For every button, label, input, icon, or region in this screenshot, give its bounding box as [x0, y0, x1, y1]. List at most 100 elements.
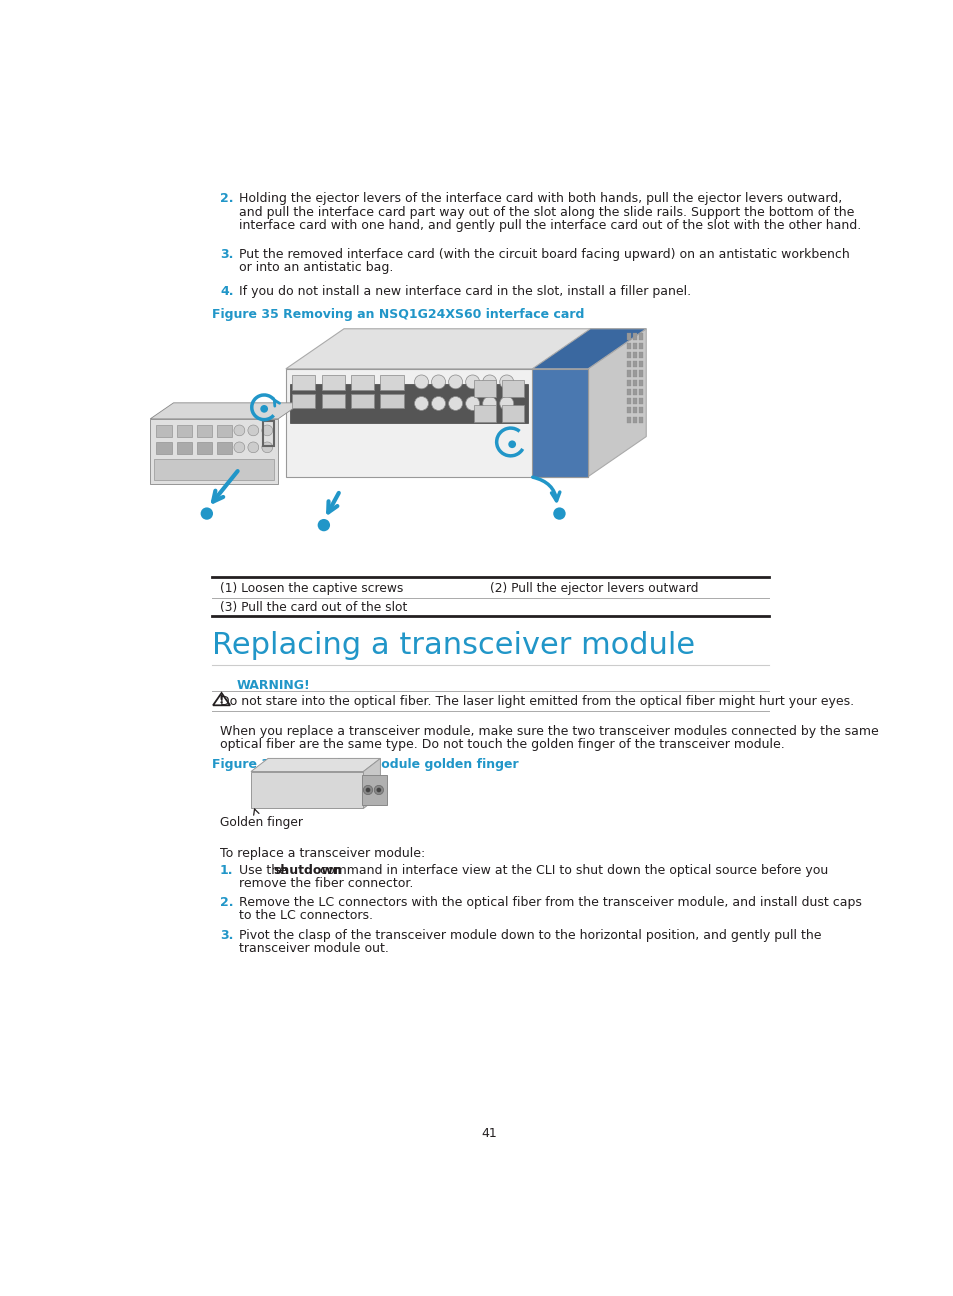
Circle shape [233, 425, 245, 435]
Text: transceiver module out.: transceiver module out. [239, 942, 389, 955]
Circle shape [363, 785, 373, 794]
Bar [639, 398, 642, 404]
Circle shape [465, 397, 479, 411]
Circle shape [317, 518, 330, 531]
Bar [639, 353, 642, 358]
Bar [380, 375, 403, 390]
Text: to the LC connectors.: to the LC connectors. [239, 910, 373, 923]
Text: interface card with one hand, and gently pull the interface card out of the slot: interface card with one hand, and gently… [239, 219, 861, 232]
Circle shape [499, 397, 513, 411]
Text: Pivot the clasp of the transceiver module down to the horizontal position, and g: Pivot the clasp of the transceiver modul… [239, 929, 821, 942]
Bar [626, 389, 630, 395]
Bar [626, 362, 630, 367]
Circle shape [431, 375, 445, 389]
Text: Replacing a transceiver module: Replacing a transceiver module [212, 631, 695, 661]
Bar [633, 362, 637, 367]
Circle shape [415, 397, 428, 411]
Circle shape [553, 508, 565, 520]
Bar [290, 384, 528, 422]
Bar [633, 353, 637, 358]
Text: 2.: 2. [220, 897, 233, 910]
Text: optical fiber are the same type. Do not touch the golden finger of the transceiv: optical fiber are the same type. Do not … [220, 739, 784, 752]
Bar [626, 342, 630, 349]
Text: shutdown: shutdown [274, 864, 342, 877]
Text: Use the: Use the [239, 864, 291, 877]
Circle shape [261, 425, 273, 435]
Bar [380, 394, 403, 408]
Bar [633, 389, 637, 395]
Bar [216, 425, 233, 437]
Text: To replace a transceiver module:: To replace a transceiver module: [220, 848, 425, 861]
Polygon shape [587, 329, 645, 477]
Bar [626, 398, 630, 404]
Circle shape [260, 404, 268, 412]
Text: 4.: 4. [220, 285, 233, 298]
Circle shape [482, 397, 497, 411]
Text: or into an antistatic bag.: or into an antistatic bag. [239, 260, 394, 273]
Text: command in interface view at the CLI to shut down the optical source before you: command in interface view at the CLI to … [315, 864, 827, 877]
Circle shape [448, 375, 462, 389]
Bar [626, 407, 630, 413]
Bar [633, 398, 637, 404]
Text: and pull the interface card part way out of the slot along the slide rails. Supp: and pull the interface card part way out… [239, 206, 854, 219]
Bar [633, 407, 637, 413]
Bar [176, 425, 192, 437]
Bar [639, 416, 642, 422]
Circle shape [465, 375, 479, 389]
Bar [633, 333, 637, 340]
Bar [154, 459, 274, 481]
Bar [196, 425, 212, 437]
Text: Put the removed interface card (with the circuit board facing upward) on an anti: Put the removed interface card (with the… [239, 248, 849, 260]
Text: 3.: 3. [220, 248, 233, 260]
Text: (3) Pull the card out of the slot: (3) Pull the card out of the slot [220, 601, 407, 614]
Bar [196, 442, 212, 455]
Text: 3.: 3. [220, 929, 233, 942]
Bar [626, 353, 630, 358]
Bar [639, 380, 642, 386]
Text: 1.: 1. [220, 864, 233, 877]
Bar [639, 389, 642, 395]
Circle shape [376, 788, 381, 792]
Bar [321, 375, 344, 390]
Circle shape [365, 788, 370, 792]
Bar [633, 371, 637, 377]
Text: Do not stare into the optical fiber. The laser light emitted from the optical fi: Do not stare into the optical fiber. The… [220, 695, 853, 709]
Bar [501, 380, 523, 398]
Text: remove the fiber connector.: remove the fiber connector. [239, 877, 414, 890]
Bar [626, 416, 630, 422]
Circle shape [508, 441, 516, 448]
Bar [216, 442, 233, 455]
Polygon shape [286, 369, 587, 477]
Text: Golden finger: Golden finger [220, 816, 303, 829]
Text: When you replace a transceiver module, make sure the two transceiver modules con: When you replace a transceiver module, m… [220, 726, 878, 739]
Text: 41: 41 [480, 1128, 497, 1140]
Circle shape [248, 425, 258, 435]
Bar [501, 404, 523, 422]
Polygon shape [286, 329, 645, 369]
Text: If you do not install a new interface card in the slot, install a filler panel.: If you do not install a new interface ca… [239, 285, 691, 298]
Text: !: ! [219, 695, 224, 705]
Circle shape [482, 375, 497, 389]
Text: WARNING!: WARNING! [236, 679, 311, 692]
Bar [633, 342, 637, 349]
Bar [351, 394, 374, 408]
Text: (1) Loosen the captive screws: (1) Loosen the captive screws [220, 582, 403, 595]
Bar [633, 416, 637, 422]
Bar [626, 380, 630, 386]
Polygon shape [150, 419, 278, 485]
Text: Holding the ejector levers of the interface card with both hands, pull the eject: Holding the ejector levers of the interf… [239, 193, 841, 206]
Bar [176, 442, 192, 455]
Circle shape [261, 442, 273, 452]
Bar [626, 333, 630, 340]
Bar [351, 375, 374, 390]
Circle shape [233, 442, 245, 452]
Circle shape [200, 508, 213, 520]
Bar [633, 380, 637, 386]
Polygon shape [532, 329, 645, 369]
Polygon shape [363, 758, 380, 809]
Bar [639, 407, 642, 413]
Circle shape [448, 397, 462, 411]
Bar [292, 375, 315, 390]
Bar [156, 442, 172, 455]
Bar [321, 394, 344, 408]
